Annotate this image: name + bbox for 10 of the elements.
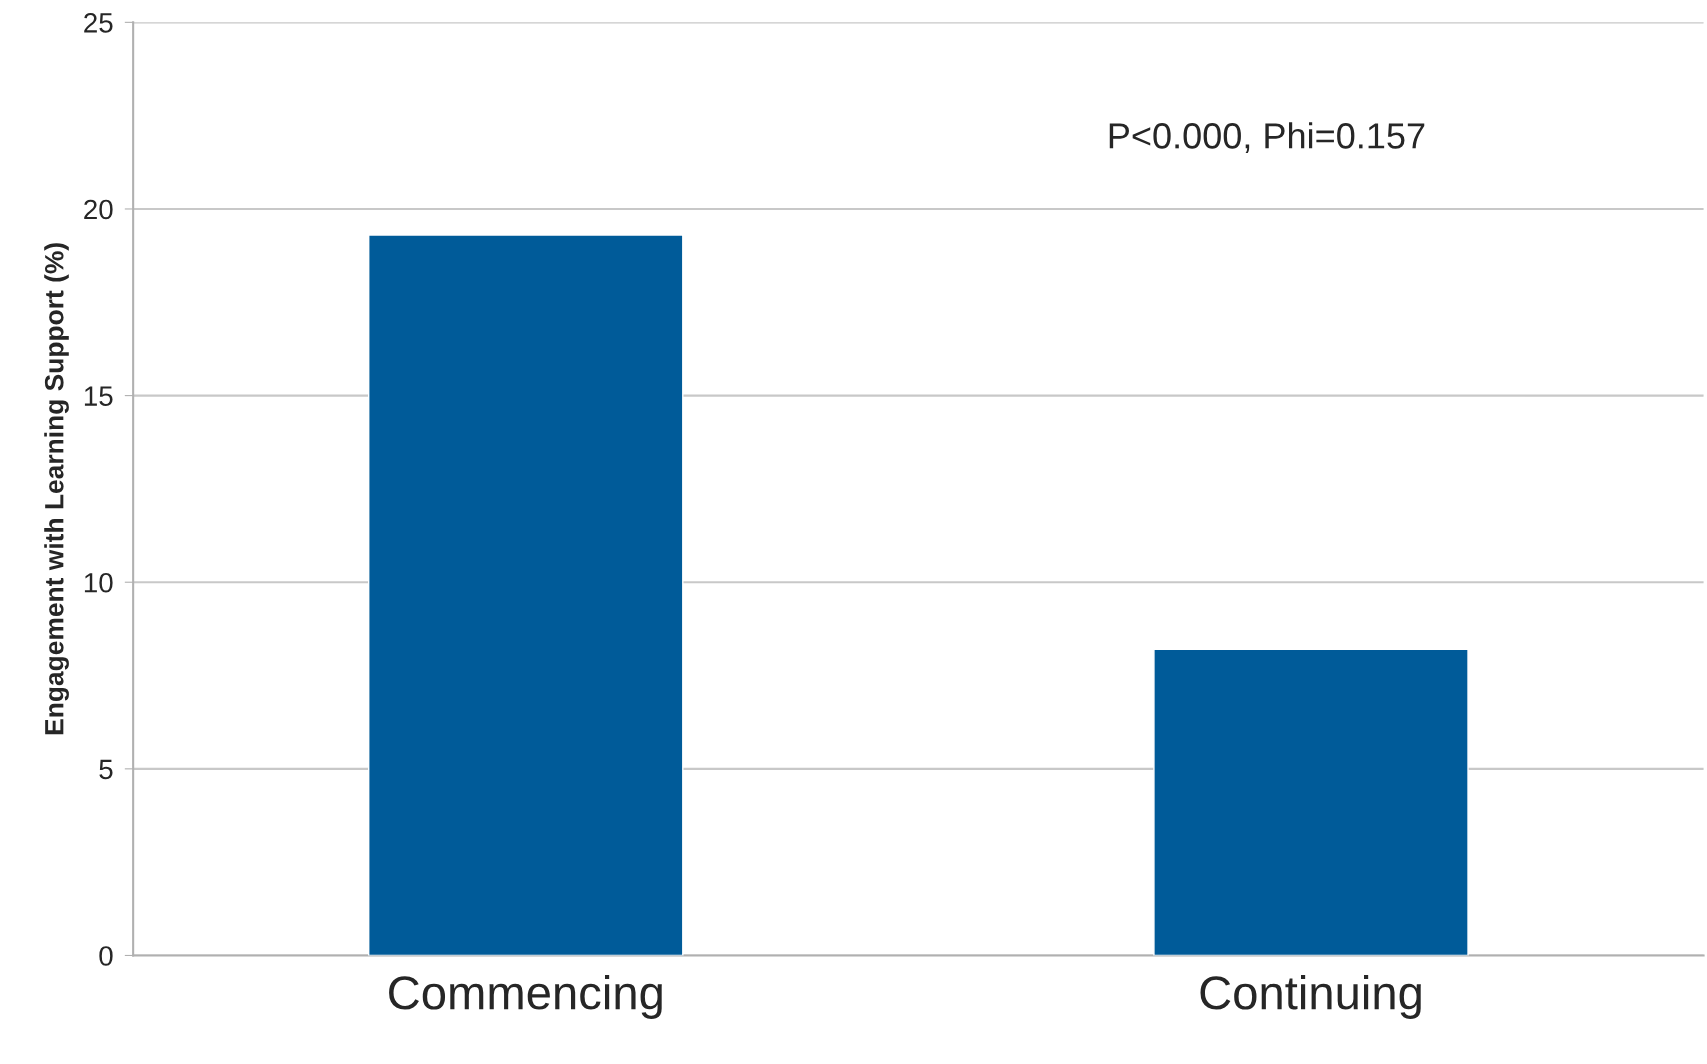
x-tick-label: Continuing [1200, 974, 1421, 1019]
y-tick-label: 20 [84, 199, 113, 220]
y-tick-label: 10 [84, 572, 113, 593]
y-tick-label: 25 [84, 13, 113, 33]
y-tick-label: 15 [84, 386, 113, 406]
y-tick-label: 5 [99, 759, 113, 780]
annotation: P<0.000, Phi=0.157 [1109, 122, 1425, 153]
y-axis-title: Engagement with Learning Support (%) [44, 243, 69, 735]
x-tick-label: Commencing [389, 974, 662, 1019]
y-tick-label: 0 [99, 946, 113, 966]
